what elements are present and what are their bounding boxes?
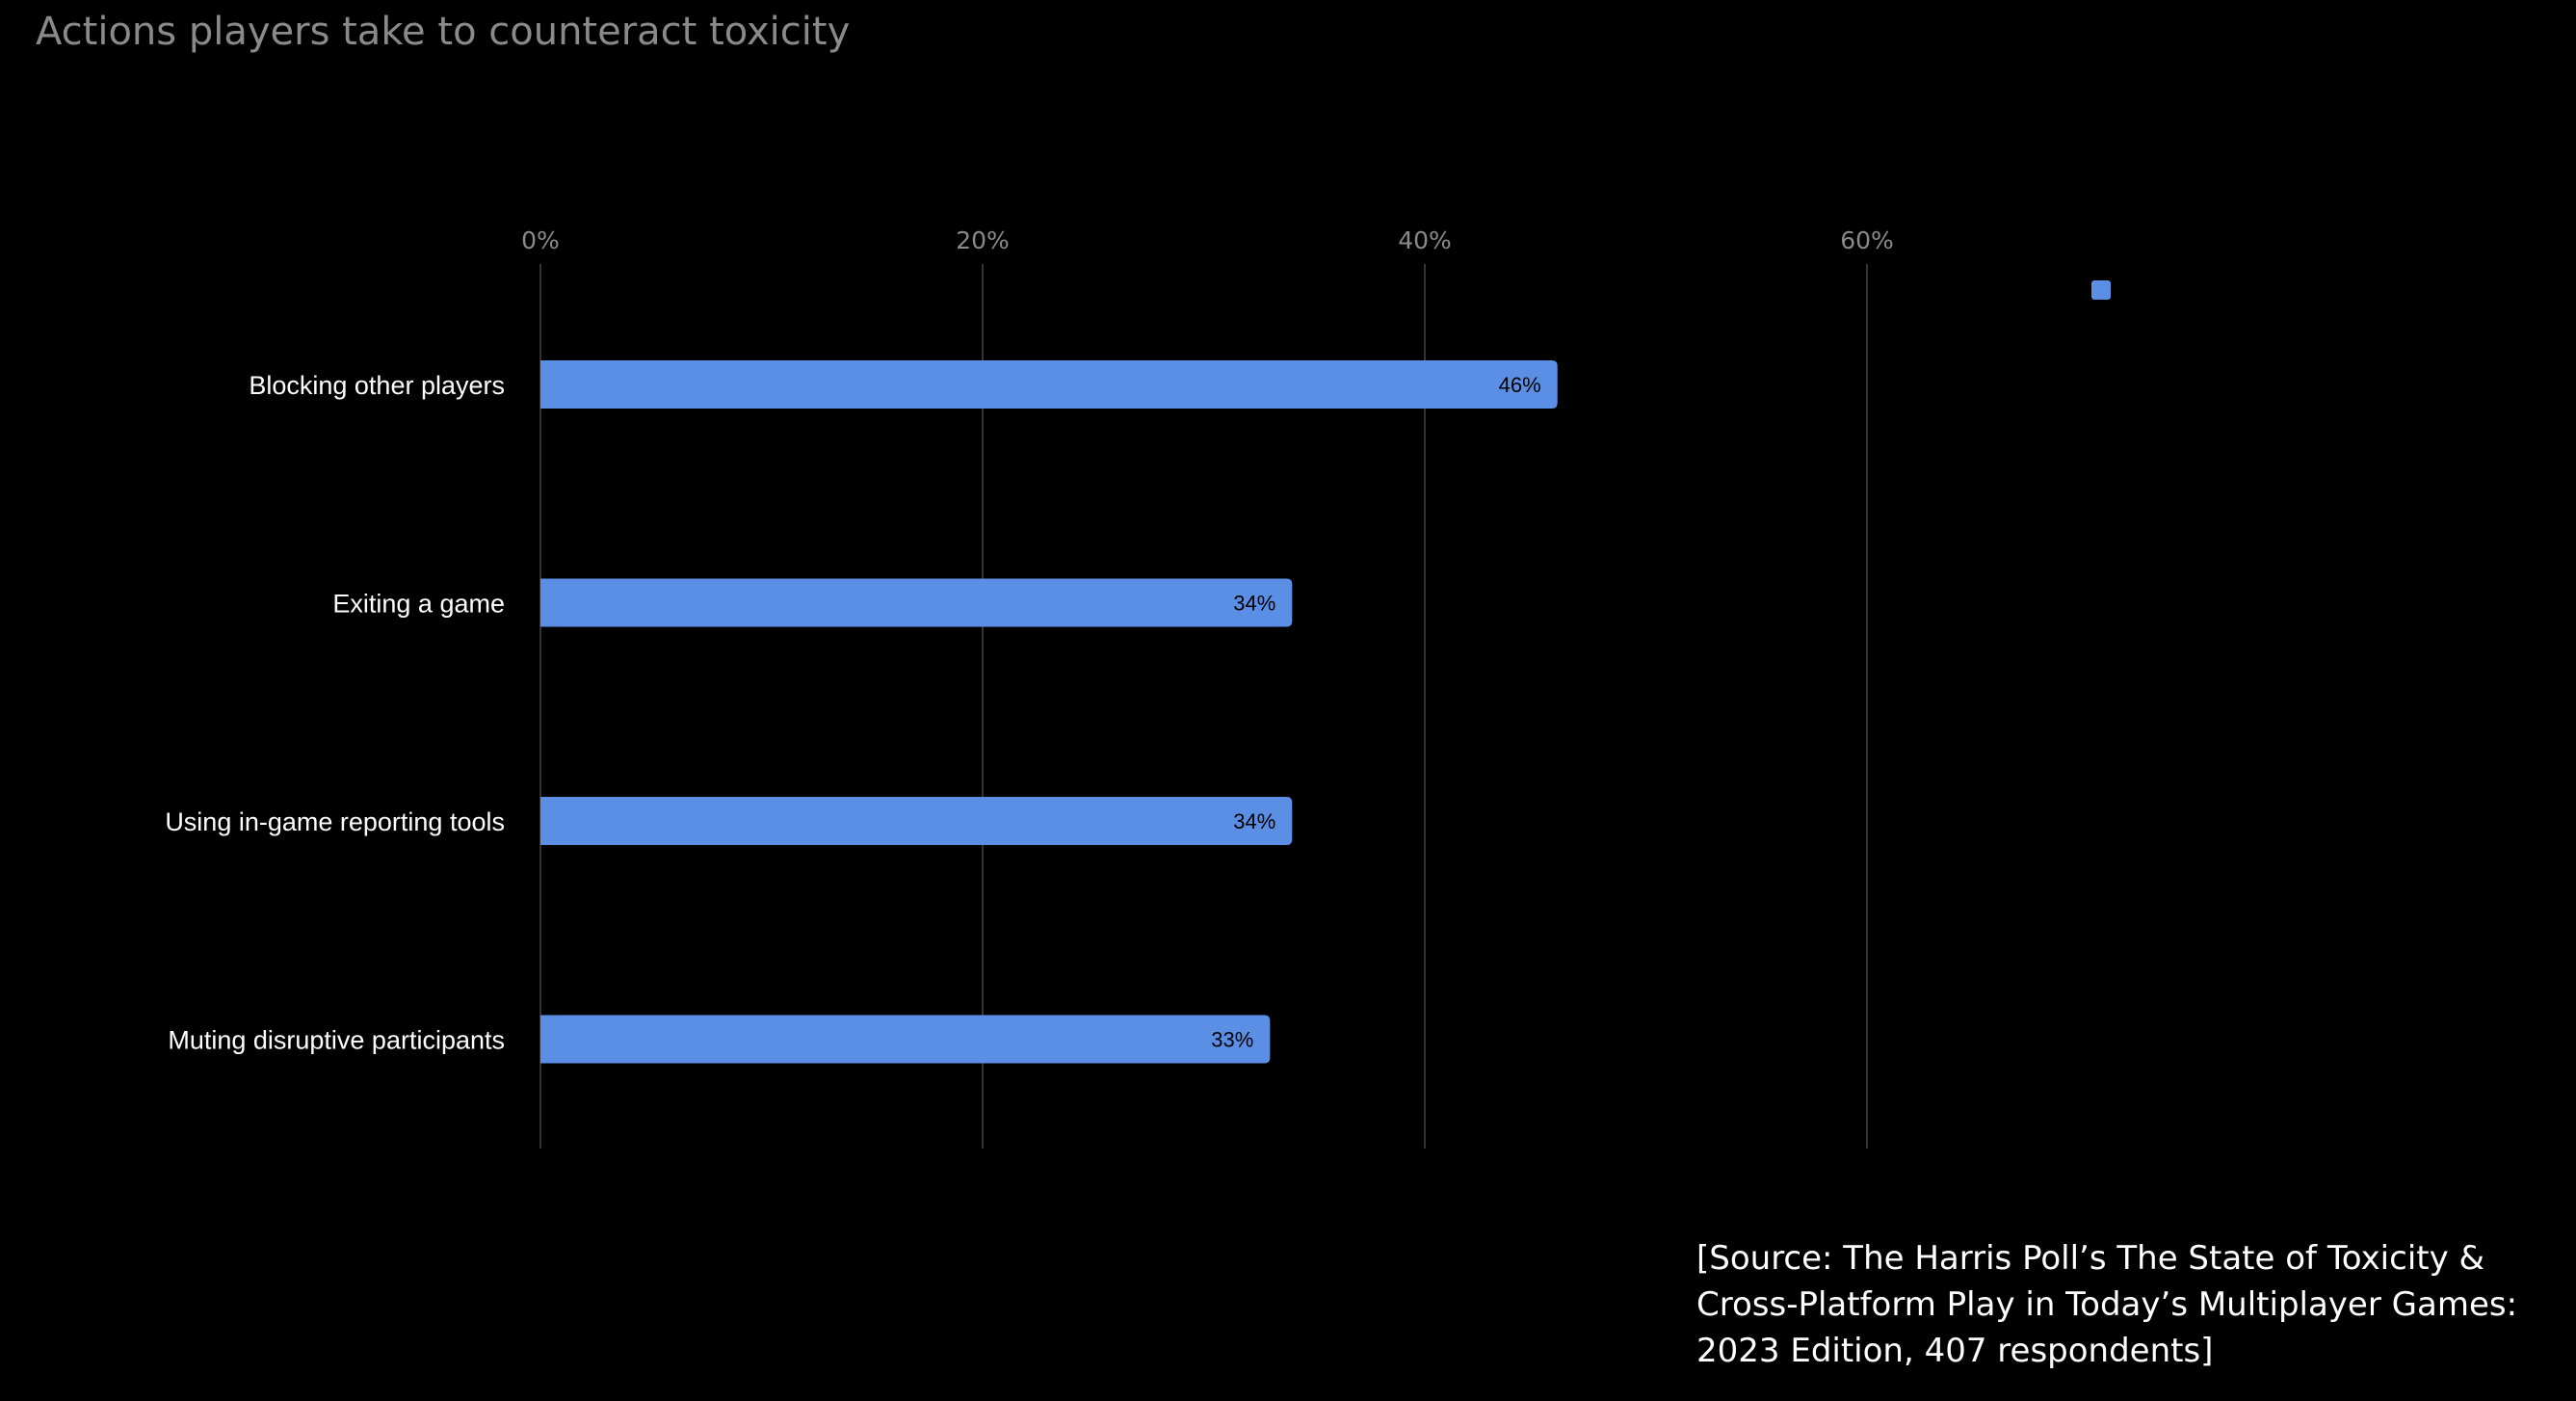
data-label: 46% bbox=[1499, 373, 1541, 397]
data-label: 34% bbox=[1233, 592, 1275, 616]
category-label: Exiting a game bbox=[332, 590, 505, 619]
chart-title: Actions players take to counteract toxic… bbox=[36, 10, 851, 54]
category-label: Muting disruptive participants bbox=[168, 1026, 505, 1055]
x-tick-label: 20% bbox=[956, 226, 1010, 254]
data-label: 34% bbox=[1233, 809, 1275, 833]
x-tick-label: 0% bbox=[521, 226, 560, 254]
source-note: [Source: The Harris Poll’s The State of … bbox=[1696, 1239, 2518, 1370]
bar bbox=[540, 1015, 1271, 1064]
x-tick-label: 40% bbox=[1398, 226, 1452, 254]
bar bbox=[540, 578, 1293, 627]
category-label: Using in-game reporting tools bbox=[165, 807, 505, 836]
bar bbox=[540, 360, 1558, 409]
x-tick-label: 60% bbox=[1840, 226, 1894, 254]
bar bbox=[540, 797, 1293, 845]
legend-swatch bbox=[2091, 280, 2111, 300]
data-label: 33% bbox=[1211, 1028, 1253, 1052]
category-label: Blocking other players bbox=[249, 371, 505, 400]
